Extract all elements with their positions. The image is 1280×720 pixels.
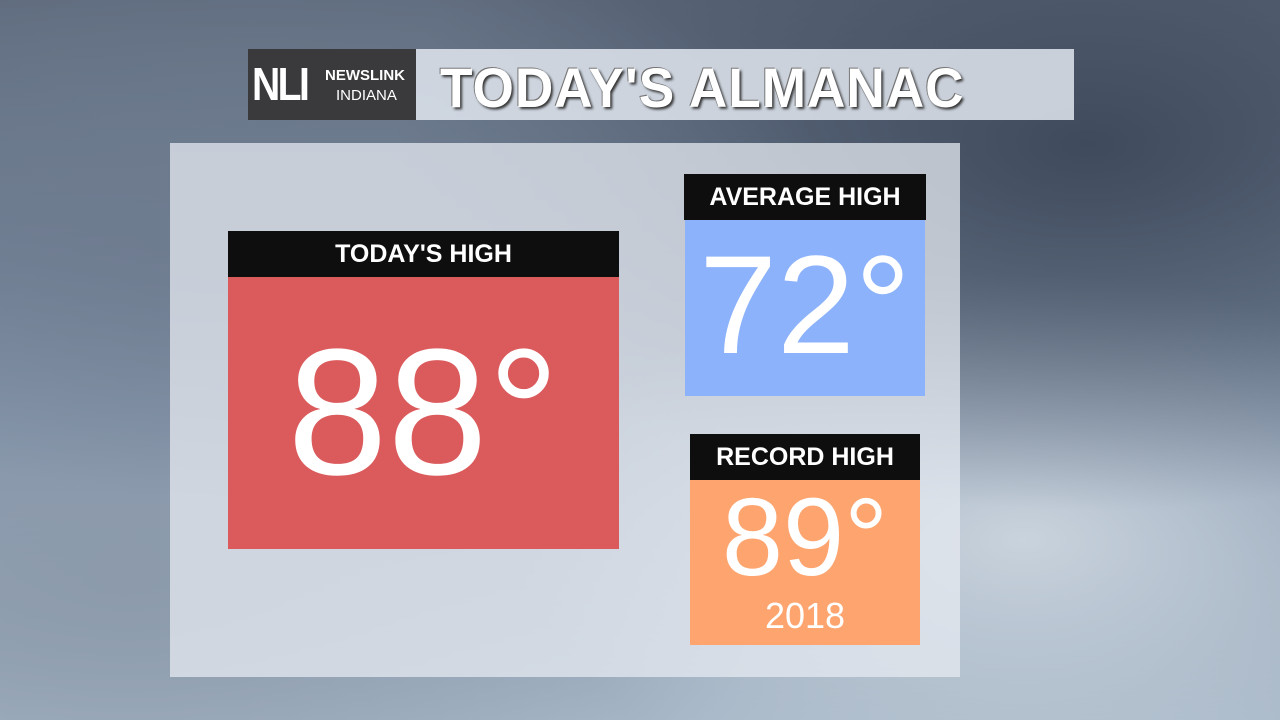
record-year: 2018 bbox=[764, 595, 846, 636]
record-high-box: 89° 2018 bbox=[690, 480, 920, 645]
logo-line2: INDIANA bbox=[336, 87, 397, 104]
newslink-indiana-logo: NLI NEWSLINK INDIANA bbox=[248, 49, 416, 120]
record-high-label: RECORD HIGH bbox=[690, 434, 920, 480]
average-high-value: 72° bbox=[685, 220, 925, 396]
logo-line1: NEWSLINK bbox=[325, 67, 405, 84]
logo-letters: NLI bbox=[252, 58, 310, 110]
todays-high-label: TODAY'S HIGH bbox=[228, 231, 619, 277]
average-high-label: AVERAGE HIGH bbox=[684, 174, 926, 220]
page-title: TODAY'S ALMANAC bbox=[440, 56, 965, 119]
todays-high-value: 88° bbox=[228, 277, 619, 549]
record-high-value: 89° bbox=[721, 476, 889, 599]
